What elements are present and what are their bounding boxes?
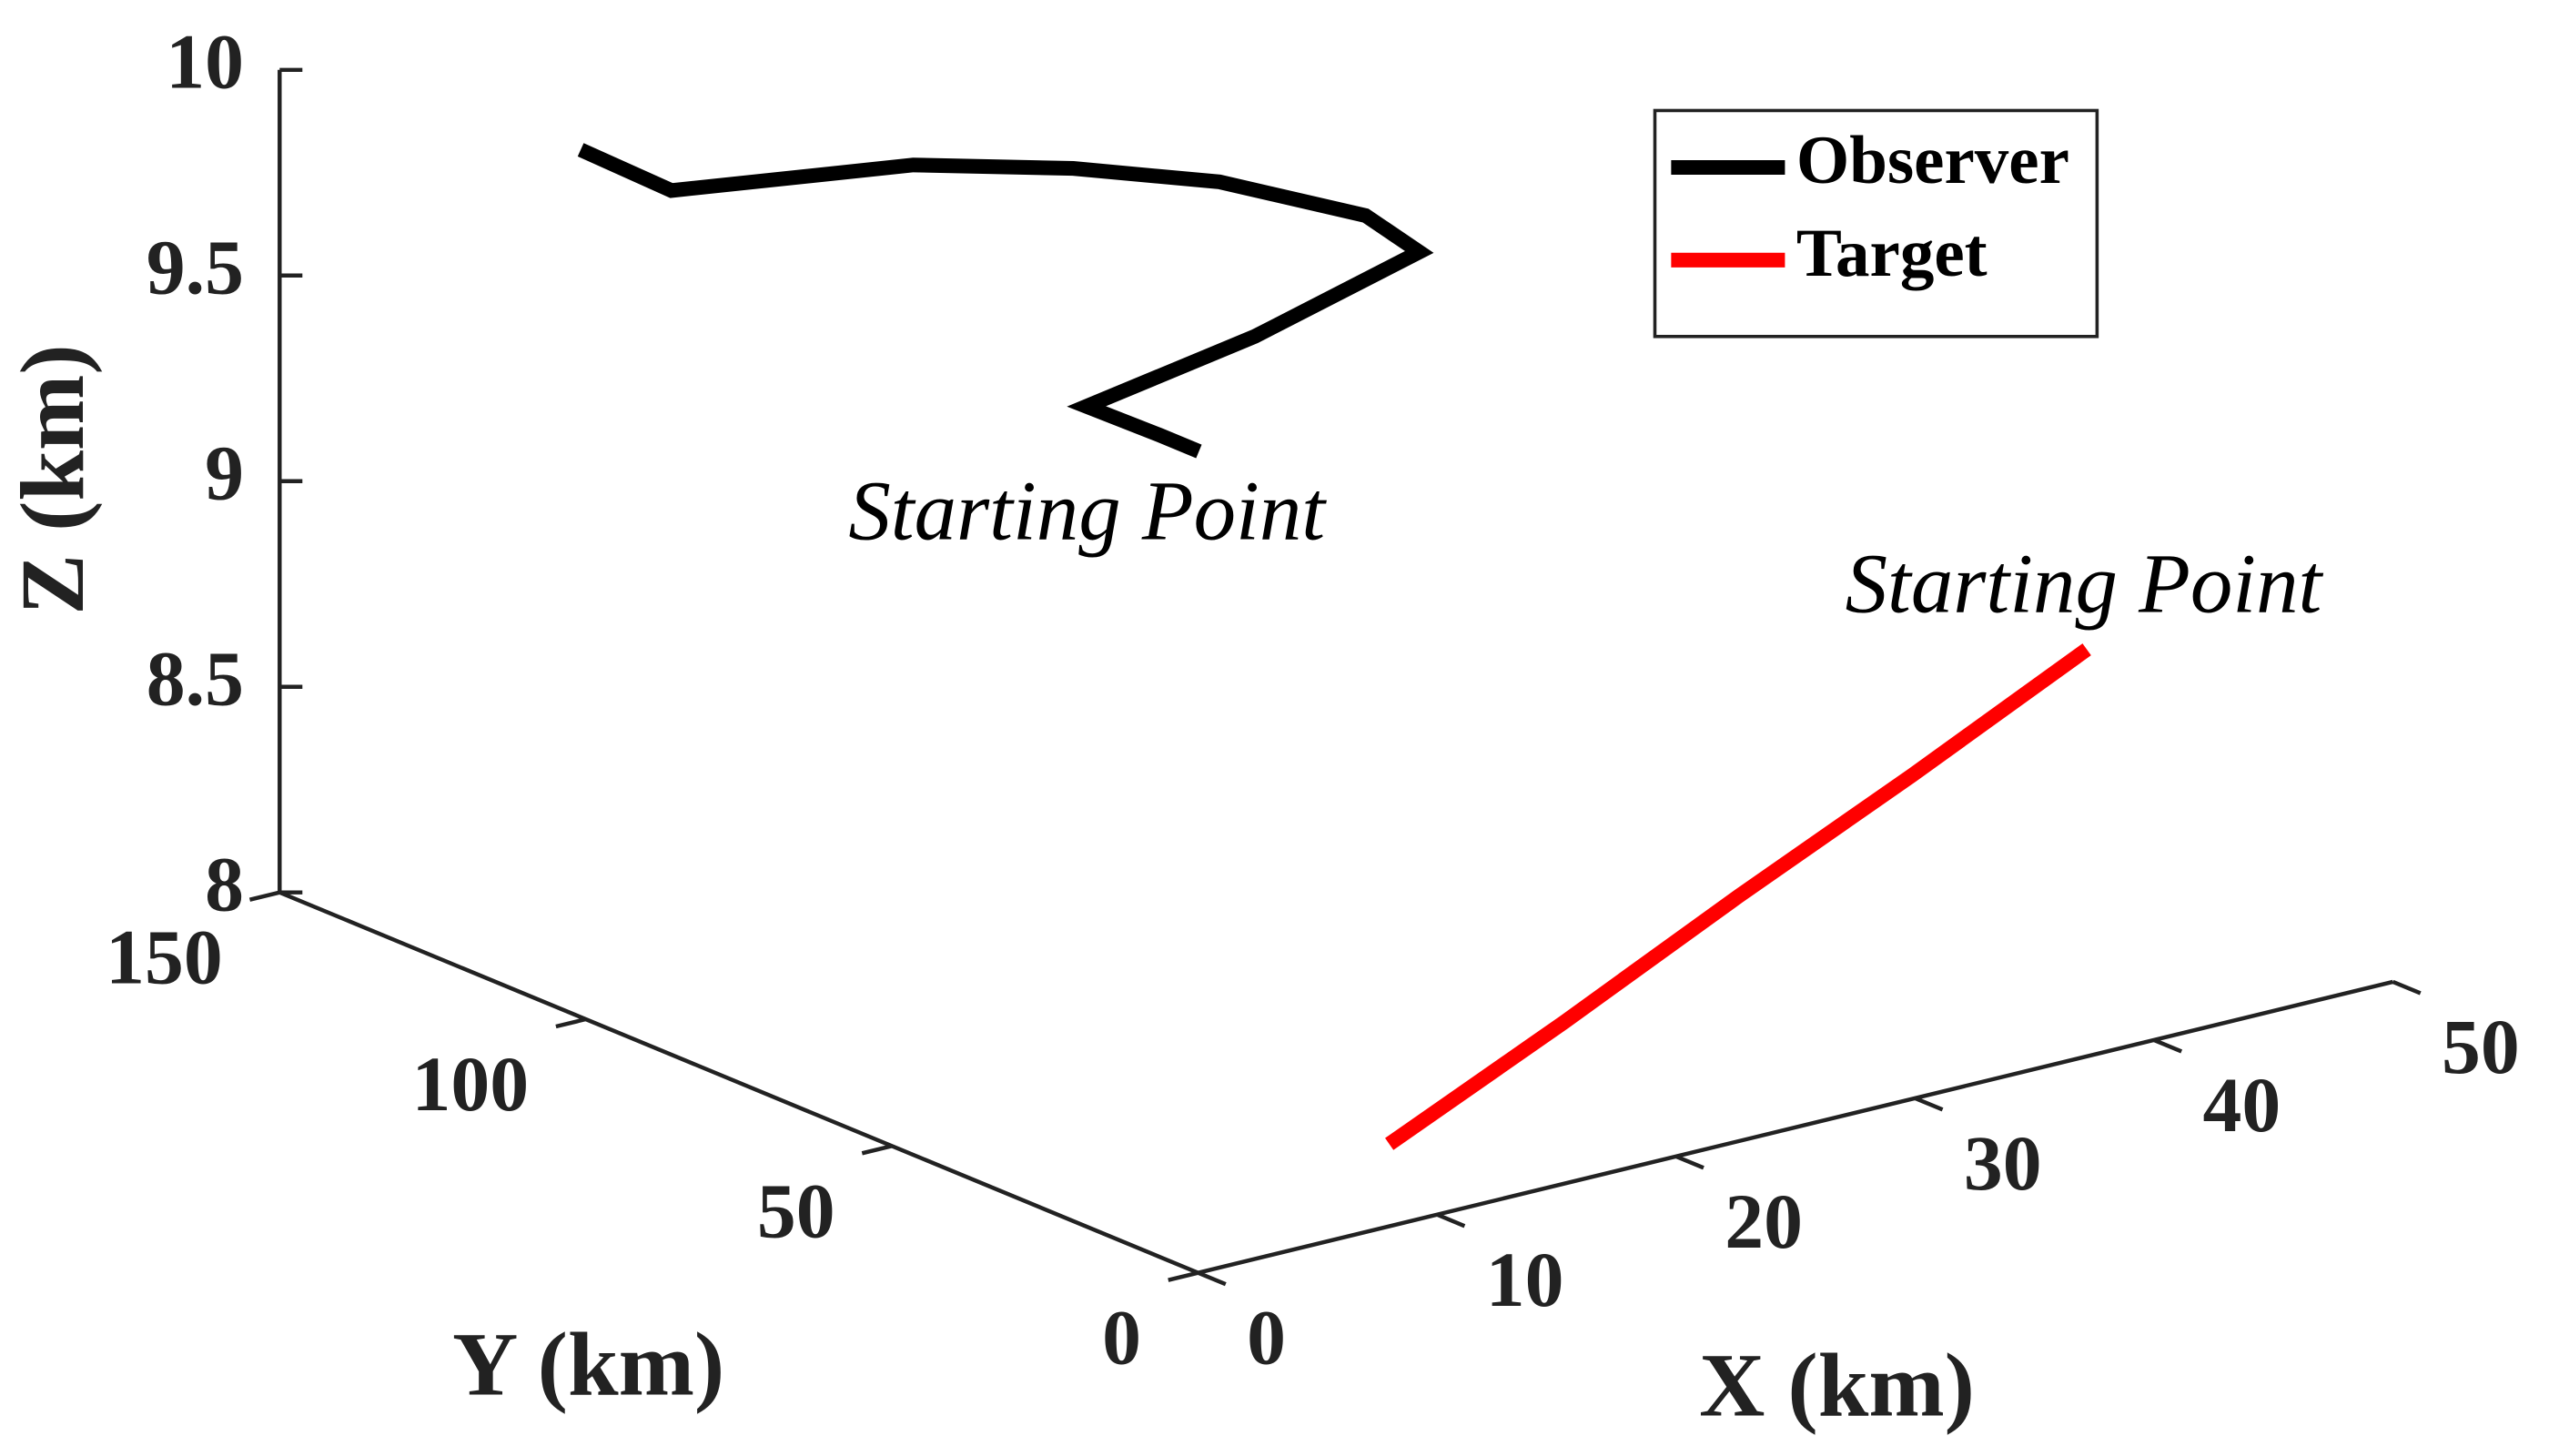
x-axis [1198, 979, 2394, 1275]
y-axis [278, 890, 1199, 1275]
z-tick-label: 9.5 [147, 224, 244, 310]
annotation: Starting Point [848, 464, 1327, 558]
series-line [1385, 643, 2091, 1150]
z-tick-label: 8.5 [147, 635, 244, 722]
y-tick [248, 890, 280, 902]
annotation: Starting Point [1846, 537, 2324, 631]
legend-box [1653, 108, 2099, 339]
x-tick [1914, 1096, 1944, 1112]
y-axis-label: Y (km) [452, 1313, 724, 1414]
x-tick-label: 20 [1725, 1178, 1803, 1265]
x-tick [1674, 1154, 1704, 1170]
y-tick [1168, 1270, 1199, 1282]
x-tick-label: 10 [1486, 1237, 1564, 1323]
x-tick-label: 50 [2442, 1004, 2520, 1090]
y-tick [861, 1144, 893, 1156]
y-tick-label: 50 [757, 1168, 835, 1254]
series-line [577, 143, 1434, 459]
x-tick-label: 0 [1247, 1295, 1286, 1381]
x-tick [1197, 1270, 1227, 1287]
y-tick-label: 0 [1102, 1295, 1141, 1381]
legend-label: Target [1796, 216, 1988, 291]
x-tick [2392, 979, 2422, 996]
x-axis-label: X (km) [1699, 1335, 1975, 1436]
x-tick-label: 30 [1964, 1120, 2042, 1207]
legend-label: Observer [1796, 123, 2069, 198]
z-tick-label: 8 [205, 841, 244, 927]
x-tick [1436, 1212, 1466, 1228]
x-tick [2153, 1037, 2183, 1054]
x-tick-label: 40 [2202, 1062, 2281, 1148]
y-tick [555, 1016, 587, 1029]
z-tick-label: 10 [166, 18, 244, 105]
y-tick-label: 100 [412, 1041, 530, 1127]
z-axis-label: Z (km) [2, 344, 103, 614]
y-tick-label: 150 [106, 915, 223, 1001]
z-tick-label: 9 [205, 430, 244, 516]
